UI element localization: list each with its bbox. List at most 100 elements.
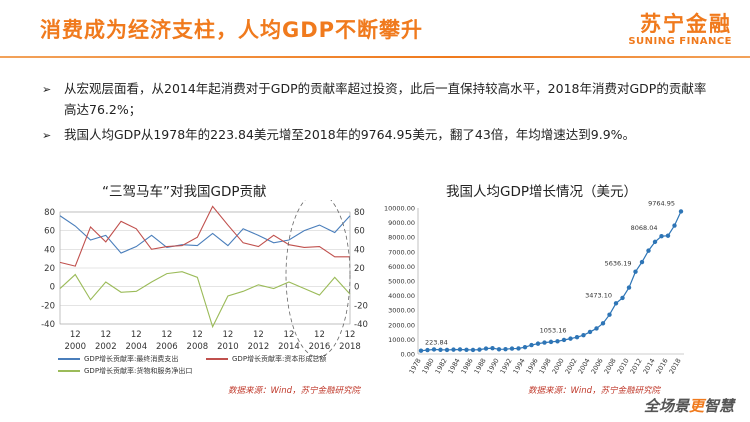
logo-english-text: SUNING FINANCE — [628, 36, 732, 47]
gdp-point — [652, 239, 658, 245]
x-tick-label: 2018 — [668, 357, 683, 375]
y2-tick-label: 40 — [354, 245, 365, 255]
y-tick-label: 0 — [50, 283, 55, 293]
x-tick-label: 1992 — [499, 357, 514, 375]
gdp-point — [509, 346, 515, 351]
bullet-item: ➢ 从宏观层面看，从2014年起消费对于GDP的贡献率超过投资，此后一直保持较高… — [42, 78, 712, 120]
gdp-point — [639, 259, 645, 265]
slogan-part: 智慧 — [703, 397, 734, 415]
right-chart-series — [418, 209, 684, 353]
legend-item: GDP增长贡献率:最终消费支出 — [58, 354, 178, 364]
gdp-point — [522, 344, 528, 350]
right-chart-y-ticks: 0.00 1000.00 2000.00 3000.00 4000.00 5000.00 6… — [384, 205, 415, 359]
x-tick-year: 2004 — [125, 342, 147, 352]
gdp-point — [444, 347, 450, 353]
gdp-point — [607, 312, 612, 317]
x-tick-label: 1978 — [408, 357, 423, 375]
y-tick-label: -40 — [41, 320, 55, 330]
y-tick-label: 8000.00 — [388, 234, 415, 242]
gdp-point — [659, 234, 664, 239]
x-tick-month: 12 — [222, 330, 233, 340]
page-title: 消费成为经济支柱，人均GDP不断攀升 — [40, 18, 424, 42]
y-tick-label: 9000.00 — [388, 219, 415, 227]
y-tick-label: 7000.00 — [388, 248, 415, 256]
bullet-list: ➢ 从宏观层面看，从2014年起消费对于GDP的贡献率超过投资，此后一直保持较高… — [42, 78, 712, 150]
data-label: 223.84 — [425, 339, 448, 347]
left-x-axis-ticks: 12 2000 12 2002 12 2004 12 2006 12 2008 12 2010 12 20… — [64, 330, 360, 352]
y-tick-label: 1000.00 — [388, 336, 415, 344]
x-tick-label: 1998 — [538, 357, 553, 375]
gdp-point — [548, 339, 554, 345]
gdp-point — [464, 347, 469, 352]
gdp-point — [672, 223, 677, 228]
x-tick-year: 2000 — [64, 342, 86, 352]
slogan-accent: 更 — [688, 397, 704, 415]
x-tick-year: 2012 — [248, 342, 270, 352]
gdp-point — [665, 233, 671, 238]
gdp-point — [425, 347, 430, 353]
header-bar: 消费成为经济支柱，人均GDP不断攀升 苏宁金融 SUNING FINANCE — [0, 0, 750, 62]
y-tick-label: 80 — [44, 208, 55, 218]
y2-tick-label: 60 — [354, 227, 365, 237]
legend-label: GDP增长贡献率:资本形成总额 — [232, 355, 327, 363]
y2-tick-label: 20 — [354, 264, 365, 274]
gdp-point — [600, 321, 606, 326]
gdp-point — [529, 342, 534, 348]
y-tick-label: 40 — [44, 245, 55, 255]
series-line-2 — [59, 205, 350, 267]
y2-tick-label: -40 — [354, 320, 368, 330]
gdp-per-capita-chart: 0.00 1000.00 2000.00 3000.00 4000.00 5000.00 6… — [384, 199, 684, 375]
gdp-point — [451, 347, 456, 352]
gdp-point — [620, 295, 625, 301]
left-y-axis-ticks: -40 -20 0 20 40 60 80 — [41, 208, 55, 330]
x-tick-label: 1994 — [512, 357, 527, 375]
data-label: 3473.10 — [585, 291, 612, 299]
arrow-bullet-icon: ➢ — [42, 83, 52, 96]
x-tick-label: 1984 — [447, 357, 462, 375]
y2-tick-label: 0 — [354, 283, 359, 293]
x-tick-year: 2016 — [309, 342, 331, 352]
x-tick-month: 12 — [314, 330, 325, 340]
arrow-bullet-icon: ➢ — [42, 129, 52, 142]
y-tick-label: 4000.00 — [388, 292, 415, 300]
gdp-point — [574, 335, 580, 340]
x-tick-label: 1996 — [525, 357, 540, 375]
highlight-ellipse — [285, 200, 351, 358]
x-tick-month: 12 — [345, 330, 356, 340]
y-tick-label: 0.00 — [401, 351, 415, 359]
gdp-point — [516, 346, 521, 351]
left-chart-source: 数据来源：Wind，苏宁金融研究院 — [228, 386, 361, 396]
gdp-point — [594, 326, 599, 331]
x-tick-label: 1988 — [473, 357, 488, 375]
gdp-point — [431, 347, 437, 352]
legend-item: GDP增长贡献率:货物和服务净出口 — [58, 366, 192, 376]
y-tick-label: 2000.00 — [388, 321, 415, 329]
right-y-axis-ticks: -40 -20 0 20 40 60 80 — [354, 208, 368, 330]
gdp-point — [678, 209, 684, 214]
gdp-point — [457, 347, 463, 352]
x-tick-label: 2012 — [629, 357, 644, 375]
legend-label: GDP增长贡献率:货物和服务净出口 — [84, 367, 193, 375]
x-tick-label: 2008 — [603, 357, 618, 375]
gdp-point — [418, 348, 424, 353]
header-divider — [0, 56, 750, 58]
gdp-point — [568, 336, 573, 341]
x-tick-label: 1982 — [434, 357, 449, 375]
x-tick-label: 1980 — [421, 357, 436, 375]
gdp-point — [581, 332, 586, 338]
x-tick-label: 2006 — [590, 357, 605, 375]
y-tick-label: 5000.00 — [388, 278, 415, 286]
x-tick-year: 2014 — [278, 342, 300, 352]
gdp-point — [633, 269, 638, 274]
x-tick-year: 2002 — [95, 342, 117, 352]
series-line-3 — [59, 271, 351, 329]
x-tick-month: 12 — [100, 330, 111, 340]
x-tick-label: 1990 — [486, 357, 501, 375]
bullet-text: 从宏观层面看，从2014年起消费对于GDP的贡献率超过投资，此后一直保持较高水平… — [64, 81, 707, 117]
x-tick-month: 12 — [253, 330, 264, 340]
gdp-point — [503, 346, 508, 352]
gdp-point — [613, 301, 619, 306]
gdp-point — [490, 345, 495, 351]
x-tick-month: 12 — [131, 330, 142, 340]
